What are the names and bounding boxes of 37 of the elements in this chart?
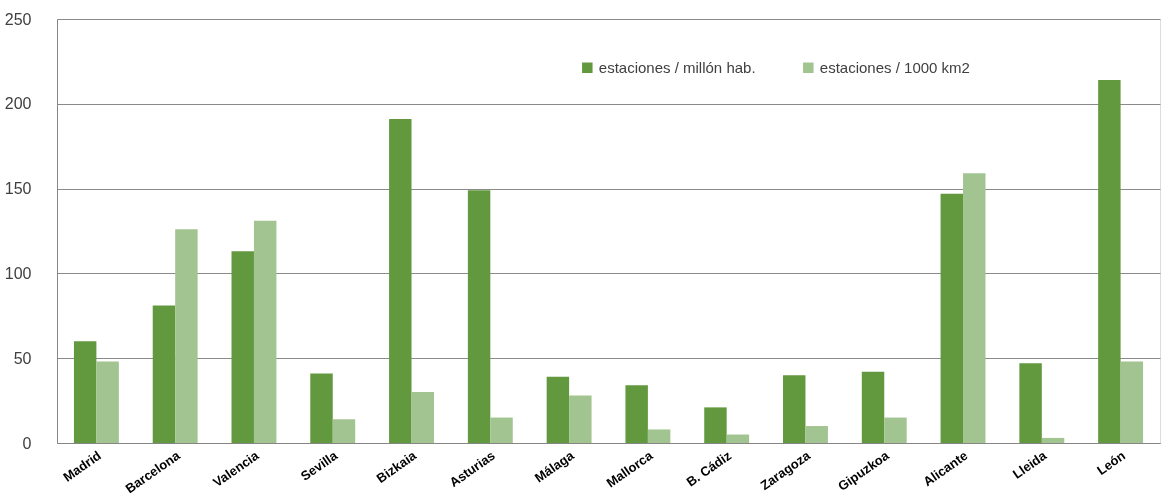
y-tick-label: 100 bbox=[4, 264, 32, 282]
bar bbox=[647, 429, 671, 443]
bar bbox=[963, 173, 986, 443]
x-tick-label: León bbox=[1094, 447, 1129, 478]
legend-label: estaciones / 1000 km2 bbox=[819, 58, 970, 76]
bar bbox=[73, 341, 97, 443]
y-tick-label: 0 bbox=[22, 434, 32, 452]
bar bbox=[940, 193, 964, 443]
bar bbox=[490, 417, 513, 443]
bar bbox=[625, 385, 648, 443]
bar bbox=[704, 407, 727, 443]
bar bbox=[175, 229, 198, 443]
bar bbox=[546, 376, 570, 443]
bar bbox=[884, 417, 907, 443]
y-tick-label: 200 bbox=[4, 95, 32, 113]
bar bbox=[253, 220, 277, 443]
y-tick-label: 250 bbox=[4, 10, 32, 28]
bar bbox=[1041, 437, 1065, 443]
bar bbox=[861, 371, 885, 443]
bar bbox=[231, 251, 254, 443]
bar bbox=[389, 119, 412, 443]
bar bbox=[152, 305, 176, 443]
bar bbox=[726, 434, 750, 443]
bar bbox=[569, 395, 592, 443]
bar bbox=[1098, 80, 1121, 443]
bar bbox=[96, 361, 119, 443]
bar bbox=[332, 419, 356, 443]
bar bbox=[1120, 361, 1144, 443]
legend-label: estaciones / millón hab. bbox=[598, 58, 756, 76]
bar bbox=[411, 392, 434, 443]
y-tick-label: 50 bbox=[13, 349, 32, 367]
y-tick-label: 150 bbox=[4, 180, 32, 198]
bar bbox=[783, 375, 806, 443]
bar bbox=[310, 373, 333, 443]
bar bbox=[1019, 363, 1042, 443]
bar bbox=[467, 190, 491, 443]
bar bbox=[805, 426, 828, 443]
